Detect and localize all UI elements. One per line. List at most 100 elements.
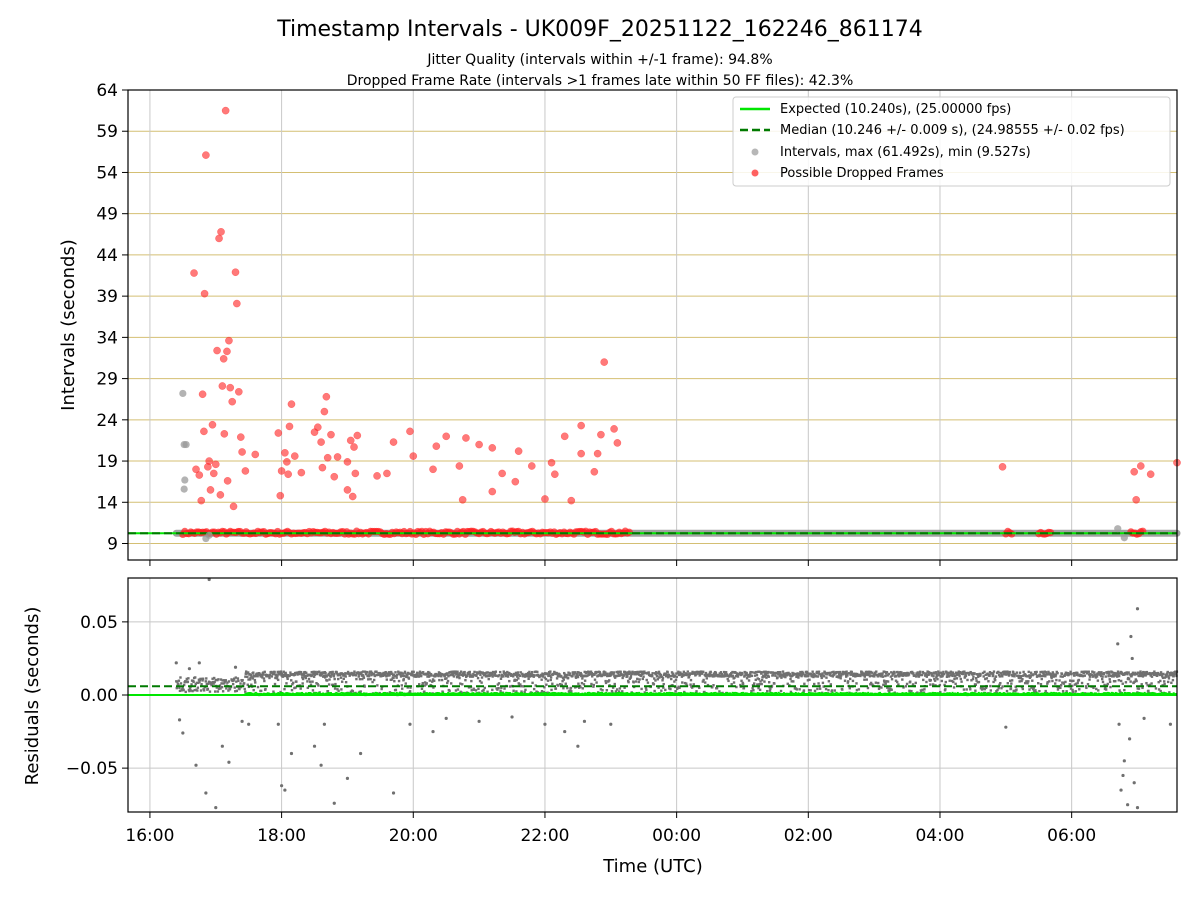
residual-zero-point [572, 692, 575, 695]
residual-zero-point [669, 691, 672, 694]
residual-point [997, 673, 1001, 677]
residual-point [652, 683, 656, 686]
residual-point [714, 671, 718, 674]
residual-zero-point [497, 692, 500, 695]
residual-point [545, 672, 549, 675]
residual-zero-point [253, 692, 256, 695]
residual-point [445, 677, 448, 680]
residual-point [1072, 679, 1075, 683]
dropped-frame-point [313, 423, 322, 432]
residual-zero-point [368, 692, 371, 695]
residual-point [555, 677, 559, 680]
residual-point [1005, 689, 1009, 693]
residual-point [470, 689, 473, 692]
residual-point [764, 673, 768, 677]
dropped-frame-point [290, 452, 299, 460]
residual-zero-point [728, 692, 731, 695]
residual-zero-point [295, 692, 298, 695]
residual-zero-point [864, 692, 867, 695]
residual-point [991, 672, 995, 676]
dropped-frame-point [498, 469, 507, 478]
residual-point [297, 672, 301, 676]
residual-point [328, 678, 331, 681]
dropped-frame-point [223, 476, 232, 485]
residual-outlier-point [1135, 806, 1140, 810]
dropped-frame-point [192, 465, 200, 474]
residual-zero-point [822, 692, 825, 695]
residual-zero-point [505, 691, 508, 694]
residual-zero-point [719, 692, 722, 695]
residual-point [326, 690, 330, 693]
residual-zero-point [349, 692, 352, 695]
dropped-frame-point [229, 502, 238, 511]
residual-point [1018, 674, 1021, 678]
residual-zero-point [692, 692, 695, 695]
residual-point [645, 678, 648, 682]
residual-point [920, 691, 923, 694]
residual-point [959, 677, 962, 681]
residual-zero-point [569, 691, 572, 694]
residual-point [260, 674, 264, 677]
residual-zero-point [818, 691, 821, 694]
residual-point [307, 677, 311, 681]
residual-point [735, 685, 738, 689]
residual-point [306, 686, 310, 690]
dropped-frame-point [281, 448, 289, 457]
residual-zero-point [1117, 692, 1120, 695]
residual-point [759, 671, 763, 674]
residual-zero-point [474, 692, 477, 695]
residual-zero-point [908, 692, 911, 695]
residual-zero-point [561, 692, 564, 695]
residual-point [922, 678, 925, 682]
residual-point [340, 688, 343, 691]
residual-point [784, 675, 787, 679]
residual-point [1007, 674, 1011, 677]
residual-point [189, 689, 193, 692]
residual-outlier-point [1135, 607, 1140, 611]
residual-zero-point [389, 692, 392, 695]
residual-outlier-point [563, 729, 567, 734]
residual-zero-point [713, 691, 716, 694]
residual-point [855, 682, 858, 685]
residual-zero-point [801, 691, 804, 694]
residual-zero-point [663, 692, 666, 695]
residual-zero-point [1151, 691, 1154, 694]
residual-point [998, 683, 1001, 686]
residual-zero-point [273, 692, 276, 695]
interval-point [182, 440, 190, 449]
residual-zero-point [739, 692, 742, 695]
residual-zero-point [950, 692, 953, 695]
residual-outlier-point [1132, 781, 1136, 785]
intervals-y-tick-label: 19 [96, 452, 118, 472]
residual-point [548, 671, 551, 675]
residual-zero-point [343, 692, 346, 695]
residual-point [888, 689, 891, 693]
residual-zero-point [1142, 692, 1145, 695]
residual-point [1139, 674, 1143, 678]
residual-zero-point [922, 692, 925, 695]
residual-zero-point [1016, 692, 1019, 695]
residual-point [989, 684, 992, 688]
residual-point [395, 673, 399, 677]
residual-zero-point [506, 691, 509, 694]
chart-title: Timestamp Intervals - UK009F_20251122_16… [276, 17, 923, 42]
residual-zero-point [937, 692, 940, 695]
residual-point [362, 675, 365, 678]
residual-point [472, 672, 475, 676]
residual-point [1022, 670, 1025, 674]
residual-point [248, 678, 252, 681]
residual-zero-point [448, 692, 451, 695]
residual-point [1044, 671, 1048, 674]
residual-zero-point [465, 692, 468, 695]
residual-point [512, 689, 515, 693]
residual-zero-point [797, 692, 800, 695]
residual-zero-point [1054, 692, 1057, 695]
dropped-frame-point [206, 486, 215, 494]
residual-point [280, 672, 284, 675]
residual-point [1137, 687, 1141, 690]
residual-point [522, 685, 525, 688]
residual-point [982, 675, 985, 678]
residual-outlier-point [1121, 773, 1125, 778]
residual-point [333, 672, 336, 676]
residual-zero-point [775, 691, 778, 694]
